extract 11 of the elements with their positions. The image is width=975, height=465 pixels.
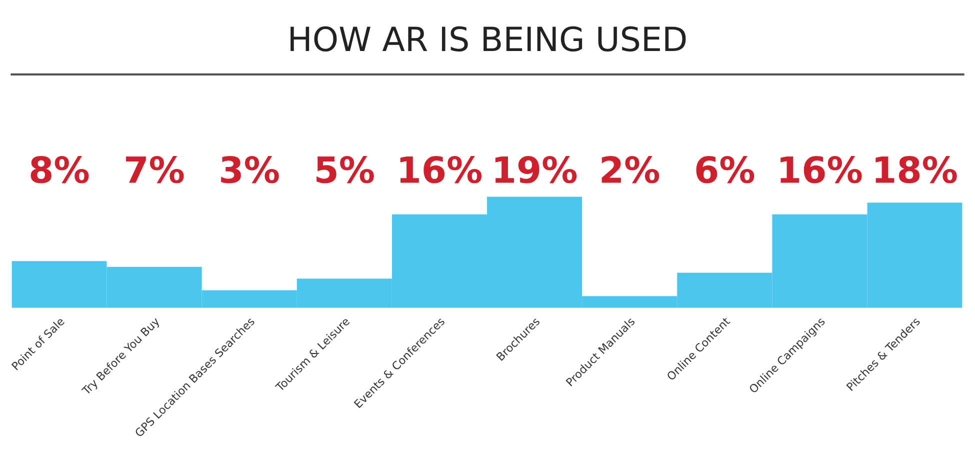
- data-label: 16%: [400, 156, 482, 184]
- data-label: 8%: [30, 156, 89, 184]
- data-label: 6%: [696, 156, 754, 184]
- data-label: 7%: [126, 156, 184, 184]
- data-label: 18%: [876, 156, 957, 184]
- data-label: 5%: [316, 156, 374, 184]
- data-label: 19%: [495, 156, 577, 184]
- data-label: 2%: [602, 156, 660, 184]
- chart-title: HOW AR IS BEING USED: [290, 26, 686, 52]
- data-label: 16%: [780, 156, 862, 184]
- data-label: 3%: [221, 156, 279, 184]
